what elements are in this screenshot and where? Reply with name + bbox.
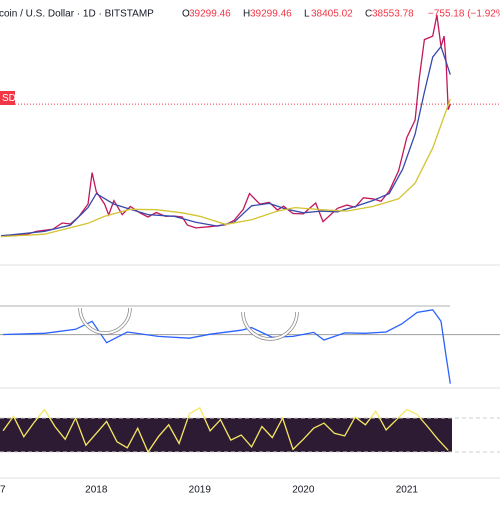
header: coin / U.S. Dollar · 1D · BITSTAMP O 3929… [0, 9, 500, 20]
drawing-arc [79, 307, 131, 334]
change: −755.18 (−1.92%) [428, 9, 500, 20]
ohlc-value: 38553.78 [372, 9, 414, 20]
ohlc-value: 39299.46 [250, 9, 292, 20]
x-tick-label: 2020 [292, 485, 315, 496]
x-tick-label: 2018 [85, 485, 108, 496]
ohlc-label: C [365, 9, 372, 20]
ohlc-value: 38405.02 [311, 9, 353, 20]
series-line [0, 45, 451, 237]
series-line [0, 98, 451, 238]
price-tag-box [0, 91, 15, 105]
symbol: coin / U.S. Dollar · 1D · BITSTAMP [0, 9, 154, 20]
x-tick-label: 7 [0, 485, 6, 496]
price-tag: SD [2, 93, 16, 104]
rsi-band [0, 418, 452, 452]
x-tick-label: 2021 [396, 485, 419, 496]
ohlc-value: 39299.46 [189, 9, 231, 20]
ohlc-label: L [304, 9, 310, 20]
series-line [0, 14, 451, 237]
series-line [2, 406, 449, 454]
marks [0, 14, 500, 454]
x-tick-label: 2019 [189, 485, 212, 496]
ohlc-label: O [182, 9, 190, 20]
ohlc-label: H [243, 9, 250, 20]
drawing-arc [242, 311, 298, 340]
